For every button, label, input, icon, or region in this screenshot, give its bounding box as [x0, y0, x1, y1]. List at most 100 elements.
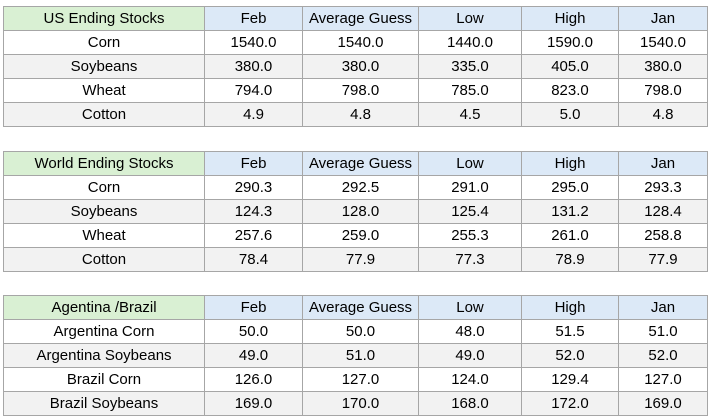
value-cell: 126.0 — [204, 367, 303, 392]
row-label: Brazil Soybeans — [3, 391, 205, 416]
value-cell: 293.3 — [618, 175, 708, 200]
value-cell: 798.0 — [302, 78, 419, 103]
value-cell: 128.0 — [302, 199, 419, 224]
value-cell: 50.0 — [204, 319, 303, 344]
value-cell: 380.0 — [618, 54, 708, 79]
value-cell: 4.5 — [418, 102, 522, 127]
column-header: Feb — [204, 151, 303, 176]
column-header: Low — [418, 6, 522, 31]
value-cell: 49.0 — [204, 343, 303, 368]
value-cell: 49.0 — [418, 343, 522, 368]
value-cell: 78.4 — [204, 247, 303, 272]
us-ending-stocks-table: US Ending Stocks Feb Average Guess Low High J… — [3, 6, 708, 127]
column-header: High — [521, 151, 619, 176]
value-cell: 124.0 — [418, 367, 522, 392]
column-header: Feb — [204, 295, 303, 320]
value-cell: 794.0 — [204, 78, 303, 103]
column-header: Jan — [618, 6, 708, 31]
value-cell: 128.4 — [618, 199, 708, 224]
row-label: Corn — [3, 30, 205, 55]
column-header: Low — [418, 151, 522, 176]
row-label: Wheat — [3, 223, 205, 248]
value-cell: 51.0 — [618, 319, 708, 344]
table-row: Wheat 257.6 259.0 255.3 261.0 258.8 — [3, 223, 708, 248]
value-cell: 168.0 — [418, 391, 522, 416]
value-cell: 172.0 — [521, 391, 619, 416]
table-row: Argentina Soybeans 49.0 51.0 49.0 52.0 52.0 — [3, 343, 708, 368]
value-cell: 52.0 — [521, 343, 619, 368]
row-label: Cotton — [3, 247, 205, 272]
value-cell: 261.0 — [521, 223, 619, 248]
value-cell: 1540.0 — [204, 30, 303, 55]
table-row: Cotton 78.4 77.9 77.3 78.9 77.9 — [3, 247, 708, 272]
value-cell: 77.9 — [302, 247, 419, 272]
table-row: Corn 290.3 292.5 291.0 295.0 293.3 — [3, 175, 708, 200]
table-title: World Ending Stocks — [3, 151, 205, 176]
table-row: Soybeans 124.3 128.0 125.4 131.2 128.4 — [3, 199, 708, 224]
value-cell: 785.0 — [418, 78, 522, 103]
value-cell: 4.8 — [618, 102, 708, 127]
value-cell: 125.4 — [418, 199, 522, 224]
column-header: Average Guess — [302, 6, 419, 31]
column-header: Low — [418, 295, 522, 320]
row-label: Soybeans — [3, 54, 205, 79]
row-label: Cotton — [3, 102, 205, 127]
table-row: Brazil Soybeans 169.0 170.0 168.0 172.0 169.0 — [3, 391, 708, 416]
table-row: Argentina Corn 50.0 50.0 48.0 51.5 51.0 — [3, 319, 708, 344]
row-label: Corn — [3, 175, 205, 200]
value-cell: 257.6 — [204, 223, 303, 248]
table-title: US Ending Stocks — [3, 6, 205, 31]
value-cell: 77.3 — [418, 247, 522, 272]
value-cell: 4.8 — [302, 102, 419, 127]
value-cell: 4.9 — [204, 102, 303, 127]
row-label: Argentina Corn — [3, 319, 205, 344]
value-cell: 77.9 — [618, 247, 708, 272]
value-cell: 124.3 — [204, 199, 303, 224]
value-cell: 48.0 — [418, 319, 522, 344]
table-row: Cotton 4.9 4.8 4.5 5.0 4.8 — [3, 102, 708, 127]
value-cell: 5.0 — [521, 102, 619, 127]
value-cell: 292.5 — [302, 175, 419, 200]
column-header: High — [521, 295, 619, 320]
value-cell: 50.0 — [302, 319, 419, 344]
value-cell: 380.0 — [204, 54, 303, 79]
value-cell: 78.9 — [521, 247, 619, 272]
column-header: Feb — [204, 6, 303, 31]
table-row: Corn 1540.0 1540.0 1440.0 1590.0 1540.0 — [3, 30, 708, 55]
value-cell: 51.0 — [302, 343, 419, 368]
value-cell: 405.0 — [521, 54, 619, 79]
row-label: Soybeans — [3, 199, 205, 224]
header-row: World Ending Stocks Feb Average Guess Low Hi… — [3, 151, 708, 176]
value-cell: 1440.0 — [418, 30, 522, 55]
value-cell: 127.0 — [618, 367, 708, 392]
argentina-brazil-table: Agentina /Brazil Feb Average Guess Low High J… — [3, 295, 708, 416]
value-cell: 1540.0 — [302, 30, 419, 55]
value-cell: 52.0 — [618, 343, 708, 368]
value-cell: 51.5 — [521, 319, 619, 344]
value-cell: 127.0 — [302, 367, 419, 392]
value-cell: 170.0 — [302, 391, 419, 416]
column-header: Average Guess — [302, 295, 419, 320]
value-cell: 380.0 — [302, 54, 419, 79]
world-ending-stocks-table: World Ending Stocks Feb Average Guess Low Hi… — [3, 151, 708, 272]
value-cell: 131.2 — [521, 199, 619, 224]
table-row: Soybeans 380.0 380.0 335.0 405.0 380.0 — [3, 54, 708, 79]
column-header: Average Guess — [302, 151, 419, 176]
value-cell: 335.0 — [418, 54, 522, 79]
value-cell: 1540.0 — [618, 30, 708, 55]
value-cell: 255.3 — [418, 223, 522, 248]
row-label: Argentina Soybeans — [3, 343, 205, 368]
value-cell: 259.0 — [302, 223, 419, 248]
column-header: Jan — [618, 151, 708, 176]
value-cell: 1590.0 — [521, 30, 619, 55]
row-label: Wheat — [3, 78, 205, 103]
column-header: High — [521, 6, 619, 31]
value-cell: 258.8 — [618, 223, 708, 248]
value-cell: 798.0 — [618, 78, 708, 103]
value-cell: 290.3 — [204, 175, 303, 200]
value-cell: 291.0 — [418, 175, 522, 200]
header-row: Agentina /Brazil Feb Average Guess Low High J… — [3, 295, 708, 320]
table-row: Wheat 794.0 798.0 785.0 823.0 798.0 — [3, 78, 708, 103]
value-cell: 169.0 — [204, 391, 303, 416]
column-header: Jan — [618, 295, 708, 320]
